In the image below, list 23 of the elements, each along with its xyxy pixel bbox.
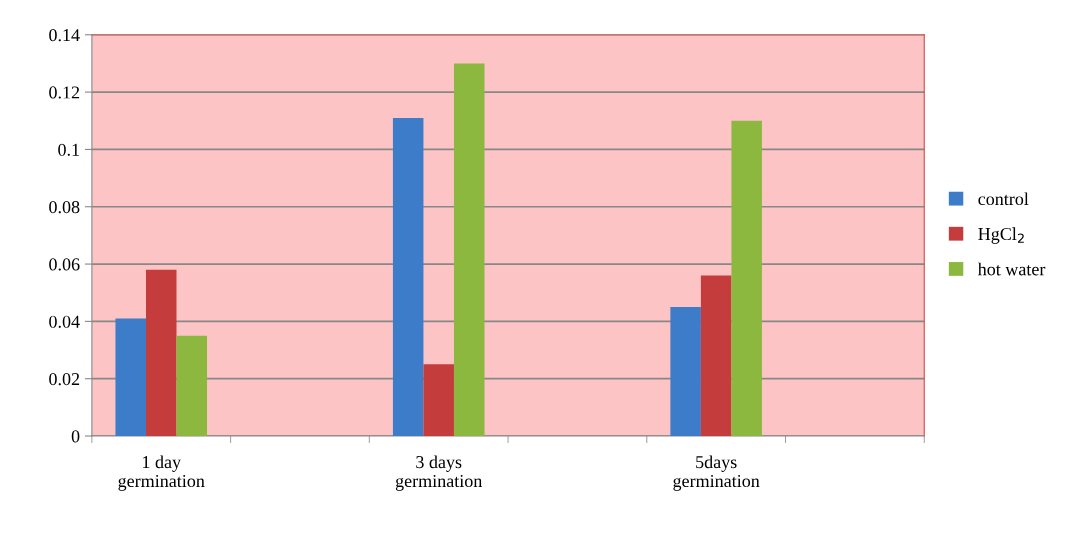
legend-label: hot water — [977, 262, 1046, 276]
y-tick-label: 0.12 — [49, 86, 80, 99]
y-tick-label: 0.04 — [49, 315, 80, 328]
bar — [453, 63, 485, 437]
bar — [423, 364, 454, 437]
bar — [115, 318, 146, 437]
bar — [392, 117, 424, 437]
y-tick-label: 0.06 — [49, 258, 80, 271]
y-tick-label: 0.08 — [49, 201, 80, 214]
y-tick-label: 0.1 — [58, 143, 79, 156]
x-tick-label: 5days germination — [673, 455, 760, 491]
bar — [670, 307, 701, 437]
bar — [731, 120, 762, 437]
x-tick-label: 3 days germination — [395, 455, 483, 491]
legend-label: control — [978, 192, 1029, 206]
bar — [145, 269, 177, 437]
y-tick-label: 0.14 — [49, 29, 80, 42]
bar — [700, 275, 732, 437]
bar — [176, 335, 208, 437]
y-tick-label: 0.02 — [49, 372, 80, 386]
legend-label: HgCl$_{2}$ — [978, 227, 1024, 244]
y-tick-label: 0 — [71, 430, 80, 443]
x-tick-label: 1 day germination — [118, 455, 205, 491]
